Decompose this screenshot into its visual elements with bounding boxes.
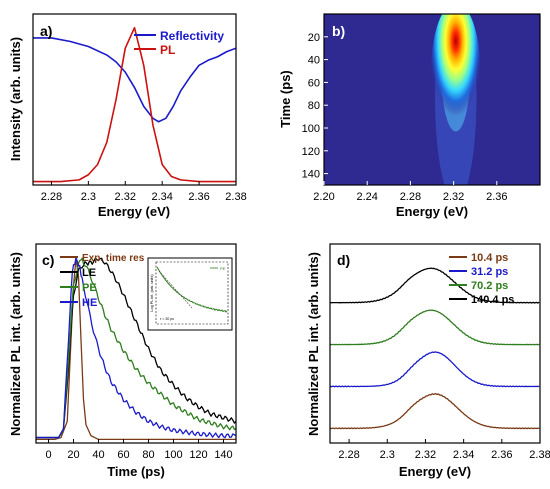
panel-d-frame bbox=[329, 243, 541, 444]
inset-legend-label: PE bbox=[220, 266, 226, 271]
x-tick-label: 2.28 bbox=[41, 191, 62, 203]
series-line-140-4-ps bbox=[330, 267, 540, 304]
x-tick-label: 2.34 bbox=[453, 449, 474, 461]
panel-b-xlabel: Energy (eV) bbox=[396, 204, 468, 219]
panel-b-plot-area bbox=[324, 14, 540, 185]
x-tick-label: 2.24 bbox=[356, 191, 377, 203]
inset-ylabel: Log PL int. (arb. units) bbox=[150, 274, 154, 312]
panel-b-ylabel: Time (ps) bbox=[278, 70, 293, 128]
panel-c-x-ticks: 0 20 40 60 80 100 120 140 bbox=[45, 439, 233, 461]
panel-c-ylabel: Normalized PL int. (arb. units) bbox=[8, 252, 23, 436]
x-tick-label: 2.36 bbox=[491, 449, 512, 461]
x-tick-label: 2.32 bbox=[115, 191, 136, 203]
panel-c-xlabel: Time (ps) bbox=[107, 464, 165, 479]
legend-label-he: HE bbox=[82, 297, 97, 309]
heatmap-background bbox=[324, 14, 540, 185]
series-line-pe bbox=[36, 257, 236, 439]
inset-pe-line bbox=[156, 266, 228, 313]
x-tick-label: 2.3 bbox=[380, 449, 395, 461]
panel-a-plot-area bbox=[33, 26, 236, 183]
series-line-he bbox=[36, 256, 236, 439]
x-tick-label: 40 bbox=[92, 449, 104, 461]
y-tick-label: 60 bbox=[308, 77, 320, 89]
x-tick-label: 2.32 bbox=[443, 191, 464, 203]
x-tick-label: 2.28 bbox=[400, 191, 421, 203]
series-line-pl bbox=[33, 26, 236, 183]
y-tick-label: 120 bbox=[302, 146, 320, 158]
x-tick-label: 2.34 bbox=[151, 191, 172, 203]
panel-b-frame bbox=[323, 13, 541, 186]
panel-d-plot-area bbox=[330, 267, 540, 430]
x-tick-label: 2.3 bbox=[81, 191, 96, 203]
panel-d-x-ticks: 2.28 2.3 2.32 2.34 2.36 2.38 bbox=[338, 439, 550, 461]
series-line-70-2-ps bbox=[330, 309, 540, 346]
panel-d-legend: 10.4 ps 31.2 ps 70.2 ps 140.4 ps bbox=[449, 252, 514, 306]
inset-fit-line bbox=[158, 270, 193, 309]
x-tick-label: 140 bbox=[214, 449, 232, 461]
series-line-reflectivity bbox=[33, 37, 236, 123]
x-tick-label: 2.32 bbox=[415, 449, 436, 461]
panel-d-xlabel: Energy (eV) bbox=[399, 464, 471, 479]
inset-plot-frame bbox=[155, 261, 229, 325]
heatmap-peak bbox=[431, 14, 481, 140]
legend-label-140-4-ps: 140.4 ps bbox=[471, 294, 514, 306]
series-line-exp-time-res bbox=[36, 257, 236, 441]
x-tick-label: 2.36 bbox=[486, 191, 507, 203]
y-tick-label: 20 bbox=[308, 32, 320, 44]
legend-label-pe: PE bbox=[82, 282, 97, 294]
x-tick-label: 80 bbox=[142, 449, 154, 461]
inset-frame bbox=[147, 257, 233, 331]
panel-c-legend: Exp. time res LE PE HE bbox=[60, 253, 145, 309]
legend-label-exp-time-res: Exp. time res bbox=[82, 253, 145, 264]
x-tick-label: 100 bbox=[164, 449, 182, 461]
legend-label-70-2-ps: 70.2 ps bbox=[471, 280, 508, 292]
panel-a-label: a) bbox=[40, 23, 52, 39]
panel-b-x-ticks: 2.20 2.24 2.28 2.32 2.36 bbox=[313, 181, 508, 203]
panel-a-x-ticks: 2.28 2.3 2.32 2.34 2.36 2.38 bbox=[41, 181, 247, 203]
x-tick-label: 2.38 bbox=[225, 191, 246, 203]
panel-a-legend: Reflectivity PL bbox=[134, 29, 224, 57]
panel-c-label: c) bbox=[42, 252, 54, 268]
x-tick-label: 2.38 bbox=[529, 449, 550, 461]
panel-b-y-ticks: 20 40 60 80 100 120 140 bbox=[302, 32, 328, 181]
y-tick-label: 40 bbox=[308, 55, 320, 67]
x-tick-label: 120 bbox=[189, 449, 207, 461]
y-tick-label: 100 bbox=[302, 123, 320, 135]
legend-label-le: LE bbox=[82, 267, 96, 279]
legend-label-10-4-ps: 10.4 ps bbox=[471, 252, 508, 264]
panel-a: 2.28 2.3 2.32 2.34 2.36 2.38 a) Energy (eV) I… bbox=[8, 13, 247, 219]
x-tick-label: 2.28 bbox=[338, 449, 359, 461]
inset-annotation: τ = 30 ps bbox=[160, 317, 174, 321]
x-tick-label: 2.36 bbox=[188, 191, 209, 203]
x-tick-label: 20 bbox=[67, 449, 79, 461]
legend-label-pl: PL bbox=[160, 43, 175, 57]
legend-label-reflectivity: Reflectivity bbox=[160, 29, 224, 43]
series-line-31-2-ps bbox=[330, 351, 540, 388]
panel-d: 2.28 2.3 2.32 2.34 2.36 2.38 d) Energy (eV) N… bbox=[306, 243, 550, 479]
panel-a-xlabel: Energy (eV) bbox=[98, 204, 170, 219]
panel-d-label: d) bbox=[337, 252, 350, 268]
legend-label-31-2-ps: 31.2 ps bbox=[471, 266, 508, 278]
panel-b: 2.20 2.24 2.28 2.32 2.36 20 40 60 80 100 120 140 b… bbox=[278, 13, 541, 219]
panel-c-plot-area bbox=[36, 256, 236, 441]
panel-d-ylabel: Normalized PL int. (arb. units) bbox=[306, 252, 321, 436]
x-tick-label: 0 bbox=[45, 449, 51, 461]
series-line-10-4-ps bbox=[330, 392, 540, 430]
panel-a-ylabel: Intensity (arb. units) bbox=[8, 37, 23, 161]
panel-c-inset: PE Log PL int. (arb. units) τ = 30 ps bbox=[147, 257, 233, 331]
x-tick-label: 2.20 bbox=[313, 191, 334, 203]
panel-c-frame bbox=[35, 243, 237, 444]
y-tick-label: 140 bbox=[302, 169, 320, 181]
x-tick-label: 60 bbox=[117, 449, 129, 461]
panel-c: 0 20 40 60 80 100 120 140 c) Time (ps) Normaliz… bbox=[8, 243, 237, 479]
heatmap-emission bbox=[431, 14, 481, 185]
y-tick-label: 80 bbox=[308, 100, 320, 112]
panel-b-label: b) bbox=[332, 23, 345, 39]
panel-a-frame bbox=[32, 13, 237, 186]
